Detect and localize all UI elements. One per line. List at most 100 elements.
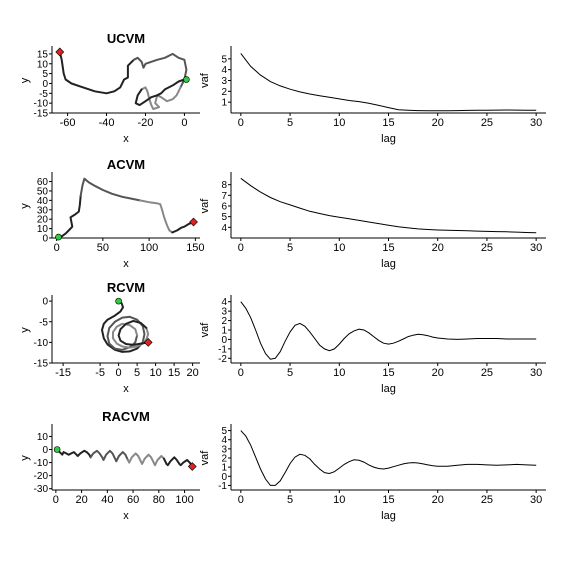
y-tick-label: 3 (221, 307, 227, 318)
vaf-curve (240, 177, 537, 234)
y-tick-label: 10 (37, 224, 49, 235)
y-tick-label: 50 (37, 186, 49, 197)
x-tick-label: 15 (382, 117, 394, 129)
y-tick-label: 1 (221, 463, 227, 474)
trajectory-start-marker (115, 297, 122, 305)
vaf-curve (240, 53, 537, 112)
y-tick-label: -5 (39, 317, 48, 328)
x-tick-label: -15 (55, 367, 71, 379)
y-axis-label: y (19, 77, 31, 83)
x-axis-label: lag (381, 510, 396, 522)
y-tick-label: 3 (221, 76, 227, 87)
y-tick-label: -2 (218, 354, 227, 365)
x-tick-label: 20 (186, 367, 198, 379)
x-axis-label: x (123, 258, 129, 270)
trajectory-segment (101, 300, 144, 353)
y-tick-label: 3 (221, 444, 227, 455)
x-tick-label: 0 (238, 242, 244, 254)
x-tick-label: 10 (333, 242, 345, 254)
vaf-curve (240, 301, 537, 360)
x-tick-label: 10 (333, 117, 345, 129)
y-tick-label: 2 (221, 87, 227, 98)
y-tick-label: 10 (37, 59, 49, 70)
x-tick-label: 0 (53, 494, 59, 506)
y-axis-label: y (19, 203, 31, 209)
y-tick-label: 20 (37, 215, 49, 226)
panel-7: RACVM 0 20 40 60 80 100 -30 -20 -10 0 10 x y (19, 409, 200, 522)
y-tick-label: -15 (34, 359, 49, 370)
y-tick-label: 0 (42, 297, 48, 308)
x-axis-label: x (123, 510, 129, 522)
y-tick-label: 40 (37, 196, 49, 207)
x-tick-label: 25 (481, 367, 493, 379)
trajectory-end-marker (187, 462, 197, 471)
y-tick-label: 10 (37, 432, 49, 443)
trajectory-segment (56, 448, 92, 459)
trajectory-segment (171, 221, 195, 234)
x-tick-label: 5 (287, 117, 293, 129)
y-tick-label: 0 (42, 445, 48, 456)
y-tick-label: -1 (218, 481, 227, 492)
x-tick-label: 30 (530, 494, 542, 506)
x-tick-label: 0 (238, 367, 244, 379)
x-tick-label: 25 (481, 242, 493, 254)
y-tick-label: 2 (221, 316, 227, 327)
y-tick-label: -20 (34, 471, 49, 482)
x-tick-label: 20 (432, 367, 444, 379)
x-tick-label: 30 (530, 242, 542, 254)
y-tick-label: -15 (34, 109, 49, 120)
x-axis-label: lag (381, 258, 396, 270)
y-tick-label: 5 (221, 54, 227, 65)
y-tick-label: 6 (221, 202, 227, 213)
y-tick-label: 2 (221, 454, 227, 465)
y-tick-label: 15 (37, 49, 49, 60)
x-tick-label: 80 (153, 494, 165, 506)
trajectory-segment (57, 194, 82, 239)
x-tick-label: 20 (432, 494, 444, 506)
y-tick-label: 1 (221, 326, 227, 337)
y-tick-label: -1 (218, 344, 227, 355)
y-tick-label: 30 (37, 205, 49, 216)
x-tick-label: 10 (149, 367, 161, 379)
y-tick-label: 4 (221, 65, 227, 76)
x-tick-label: 50 (97, 242, 109, 254)
x-tick-label: -20 (138, 117, 154, 129)
y-axis-label: y (19, 455, 31, 461)
x-tick-label: 5 (287, 494, 293, 506)
x-tick-label: 25 (481, 494, 493, 506)
y-tick-label: 5 (42, 69, 48, 80)
x-tick-label: 60 (127, 494, 139, 506)
vaf-curve (240, 430, 537, 486)
panel-title: ACVM (107, 157, 145, 172)
y-axis-label: vaf (199, 72, 211, 88)
x-tick-label: 30 (530, 117, 542, 129)
x-tick-label: 0 (238, 494, 244, 506)
x-axis-label: lag (381, 383, 396, 395)
trajectory-segment (117, 319, 150, 346)
trajectory-start-marker (183, 76, 190, 83)
trajectory-segment (163, 456, 194, 468)
x-tick-label: 100 (140, 242, 158, 254)
panel-title: UCVM (107, 31, 145, 46)
x-tick-label: 5 (287, 242, 293, 254)
trajectory-segment (138, 199, 174, 234)
trajectory-segment (58, 50, 135, 95)
x-tick-label: 0 (181, 117, 187, 129)
x-tick-label: 0 (238, 117, 244, 129)
y-tick-label: 0 (42, 234, 48, 245)
y-tick-label: -30 (34, 484, 49, 495)
y-tick-label: 0 (42, 79, 48, 90)
x-tick-label: 15 (382, 494, 394, 506)
x-tick-label: 5 (134, 367, 140, 379)
trajectory-segment (140, 86, 182, 111)
x-tick-label: 15 (382, 242, 394, 254)
trajectory-segment (134, 78, 188, 107)
trajectory-end-marker (55, 47, 65, 57)
y-axis-label: vaf (199, 322, 211, 338)
y-tick-label: 0 (221, 472, 227, 483)
x-tick-label: 15 (168, 367, 180, 379)
y-tick-label: -10 (34, 338, 49, 349)
